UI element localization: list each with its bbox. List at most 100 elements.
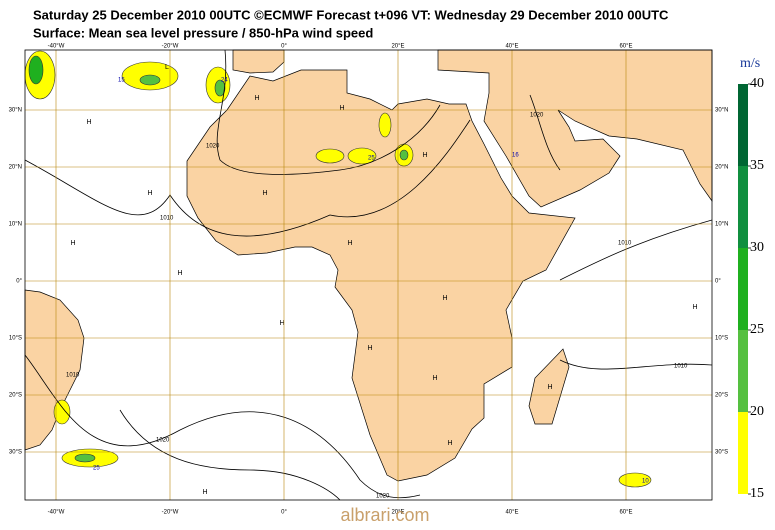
lat-label: 10°N [715, 222, 728, 228]
isobar [559, 219, 713, 281]
lon-label: 0° [281, 510, 287, 516]
pressure-center: H [86, 119, 91, 126]
isobar-label: 1010 [160, 216, 174, 222]
lat-label: 20°S [715, 393, 728, 399]
pressure-center: H [262, 190, 267, 197]
pressure-center: H [347, 240, 352, 247]
wind-label: 24 [221, 78, 228, 84]
wind-area [315, 148, 345, 164]
colorbar: 15 20 25 30 35 40 [738, 76, 764, 501]
pressure-center: H [70, 240, 75, 247]
pressure-center: H [547, 384, 552, 391]
wind-area [74, 453, 96, 463]
colorbar-band [738, 84, 748, 166]
lon-label: 20°E [391, 44, 404, 50]
isobar [216, 49, 441, 175]
colorbar-band [738, 330, 748, 412]
pressure-center: H [202, 489, 207, 496]
colorbar-label: 20 [750, 404, 764, 419]
lon-label: -40°W [48, 510, 65, 516]
isobar [529, 94, 561, 171]
lon-label: -20°W [162, 44, 179, 50]
pressure-center: H [432, 375, 437, 382]
south-america [24, 289, 85, 451]
pressure-center: L [165, 64, 169, 71]
wind-label: 10 [642, 479, 649, 485]
watermark: albrari.com [340, 505, 429, 525]
title-line-2: Surface: Mean sea level pressure / 850-h… [33, 25, 373, 40]
pressure-center: H [692, 304, 697, 311]
isobar [24, 119, 471, 237]
wind-label: 16 [512, 153, 519, 159]
isobar-label: 1020 [530, 113, 544, 119]
lon-label: 20°E [391, 510, 404, 516]
lat-label: 10°S [9, 336, 22, 342]
madagascar [528, 348, 570, 425]
pressure-center: H [367, 345, 372, 352]
lat-label: 30°S [715, 450, 728, 456]
wind-area [618, 472, 652, 488]
wind-area [347, 147, 377, 165]
colorbar-band [738, 412, 748, 494]
colorbar-label: 15 [750, 486, 764, 501]
lat-label: 10°N [9, 222, 22, 228]
wind-shading [24, 50, 652, 488]
lat-label: 0° [715, 279, 721, 285]
colorbar-label: 25 [750, 322, 764, 337]
pressure-center: H [177, 270, 182, 277]
lat-label: 20°S [9, 393, 22, 399]
pressure-center: H [147, 190, 152, 197]
colorbar-label: 30 [750, 240, 764, 255]
wind-area [28, 55, 44, 85]
lat-label: 30°N [9, 108, 22, 114]
lon-label: 60°E [619, 44, 632, 50]
lat-label: 10°S [715, 336, 728, 342]
graticule: -40°W -40°W -20°W -20°W 0° 0° 20°E 20°E 40°E 40°E… [9, 44, 729, 516]
isobars [24, 49, 713, 501]
pressure-center: H [442, 295, 447, 302]
wind-area [399, 149, 409, 161]
colorbar-band [738, 248, 748, 330]
isobar [24, 354, 421, 499]
pressure-center: H [279, 320, 284, 327]
lat-label: 20°N [9, 165, 22, 171]
wind-area [53, 399, 71, 425]
pressure-center: H [339, 105, 344, 112]
lon-label: 0° [281, 44, 287, 50]
middle-east [437, 49, 713, 208]
lon-label: 40°E [505, 510, 518, 516]
colorbar-band [738, 166, 748, 248]
wind-area [214, 79, 226, 97]
wind-area [139, 74, 161, 86]
lon-label: -40°W [48, 44, 65, 50]
lon-label: 40°E [505, 44, 518, 50]
lon-label: 60°E [619, 510, 632, 516]
lat-label: 0° [16, 279, 22, 285]
pressure-center: H [422, 152, 427, 159]
isobar [119, 409, 341, 501]
isobar-label: 1010 [618, 241, 632, 247]
colorbar-label: 40 [750, 76, 764, 91]
colorbar-label: 35 [750, 158, 764, 173]
isobar-label: 1020 [156, 438, 170, 444]
wind-label: 25 [368, 156, 375, 162]
wind-area [378, 112, 392, 138]
isobar-label: 1010 [674, 364, 688, 370]
pressure-center: H [447, 440, 452, 447]
map-frame [24, 49, 713, 501]
pressure-center: H [254, 95, 259, 102]
title-line-1: Saturday 25 December 2010 00UTC ©ECMWF F… [33, 7, 669, 22]
isobar-label: 1020 [376, 494, 390, 500]
isobar-label: 1010 [66, 373, 80, 379]
isobar [559, 359, 713, 370]
wind-label: 25 [93, 466, 100, 472]
wind-label: 15 [118, 78, 125, 84]
lat-label: 20°N [715, 165, 728, 171]
isobar-label: 1020 [206, 144, 220, 150]
lat-label: 30°N [715, 108, 728, 114]
lat-label: 30°S [9, 450, 22, 456]
colorbar-unit: m/s [740, 56, 760, 71]
lon-label: -20°W [162, 510, 179, 516]
